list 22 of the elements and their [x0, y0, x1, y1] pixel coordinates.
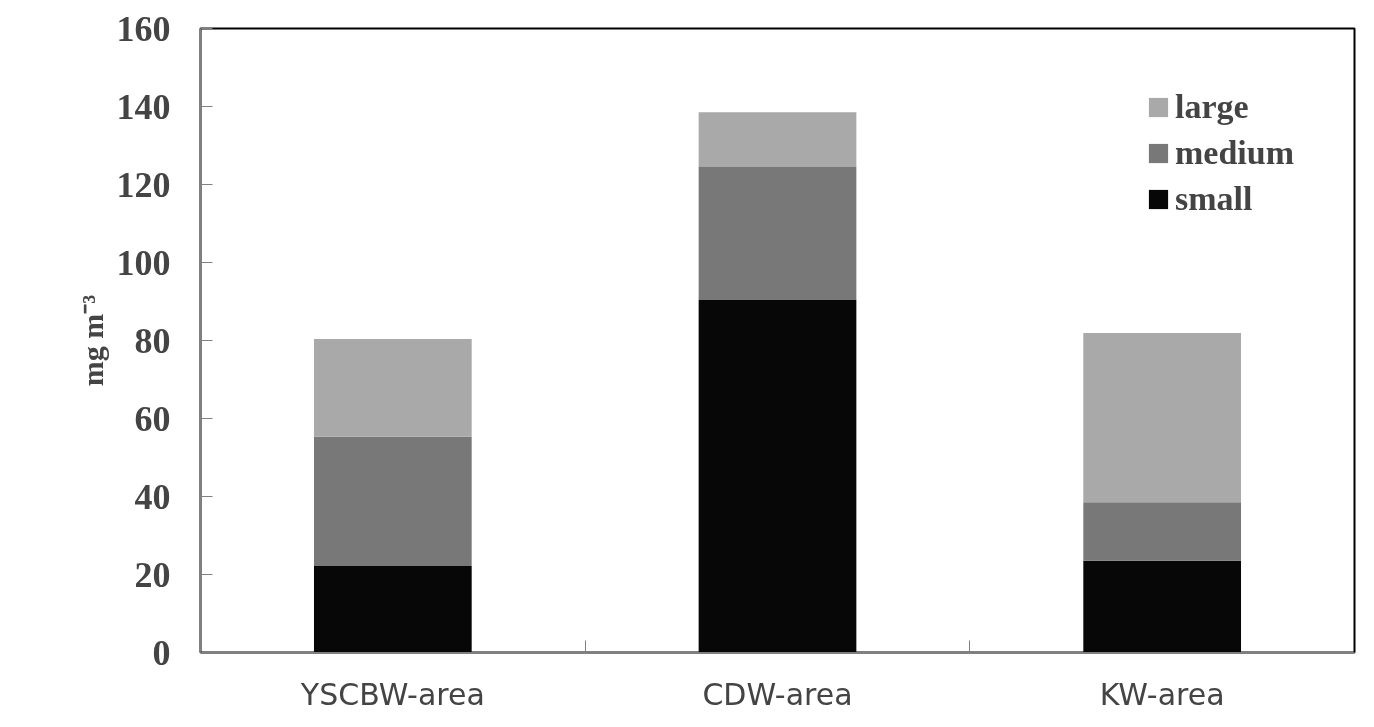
bar [698, 112, 857, 167]
legend-label: medium [1175, 134, 1294, 172]
y-tick-label: 80 [134, 320, 171, 361]
y-tick-label: 160 [116, 8, 171, 49]
y-tick-label: 60 [134, 398, 171, 439]
bar [1083, 333, 1242, 503]
x-tick-label: KW-area [1099, 676, 1225, 712]
y-tick-label: 100 [116, 242, 171, 283]
legend-label: large [1175, 88, 1249, 126]
legend-label: small [1175, 180, 1253, 218]
y-tick-label: 140 [116, 86, 171, 127]
x-tick-label: YSCBW-area [299, 676, 485, 712]
bar [313, 436, 472, 566]
x-tick-label: CDW-area [702, 676, 853, 712]
y-tick-label: 0 [152, 632, 171, 673]
y-axis-title: mg m⁻³ [75, 294, 109, 387]
y-tick-label: 40 [134, 476, 171, 517]
bar [698, 166, 857, 300]
y-tick-label: 120 [116, 164, 171, 205]
bar [313, 338, 472, 437]
bar [1083, 502, 1242, 561]
y-tick-label: 20 [134, 554, 171, 595]
